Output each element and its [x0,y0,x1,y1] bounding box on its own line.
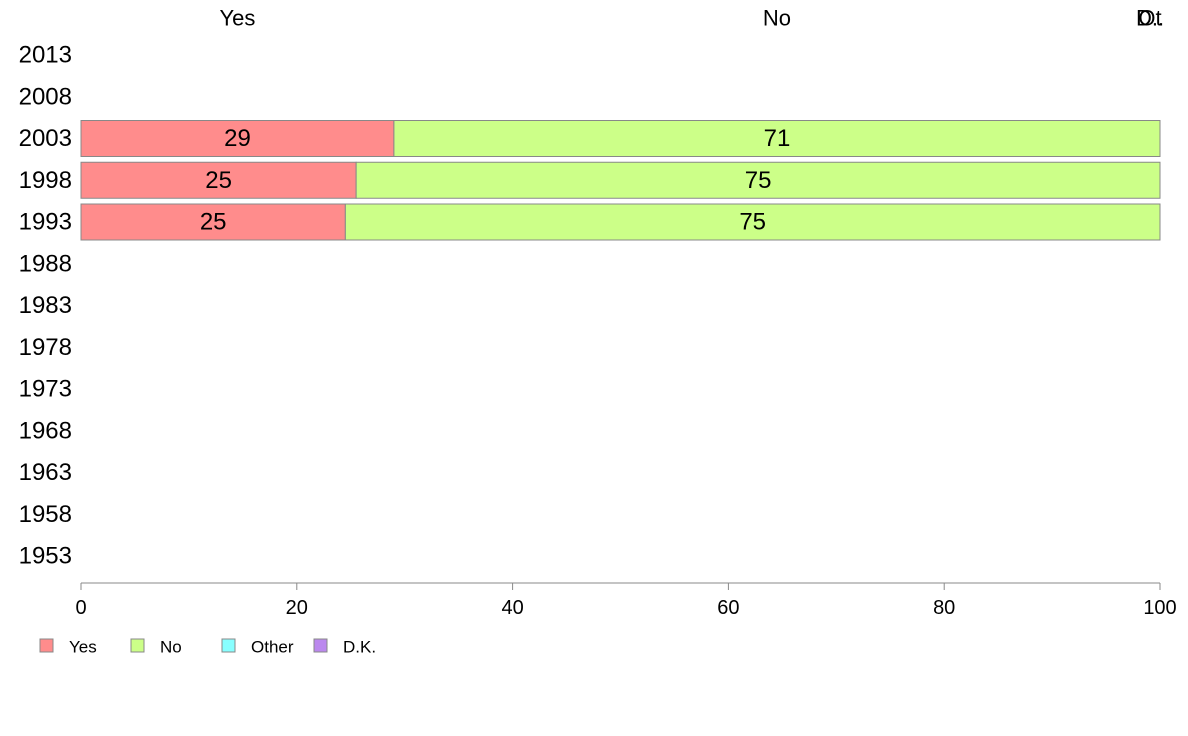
legend-label: Other [251,638,294,657]
top-label: D.. [1136,6,1164,31]
legend-label: Yes [69,638,97,657]
x-tick-label: 20 [286,597,308,619]
x-axis: 0 20 40 60 80 100 [75,582,1177,619]
top-label: Yes [220,6,256,31]
bars: 29 71 25 75 25 75 [80,120,1161,241]
legend-label: D.K. [343,638,376,657]
y-axis-labels: 2013 2008 2003 1998 1993 1988 1983 1978 1973 1968… [19,42,72,570]
x-tick-label: 40 [501,597,523,619]
top-category-labels: Yes No OtD.. [220,6,1165,31]
x-tick-label: 100 [1143,597,1176,619]
bar-segment-no [344,203,1161,241]
y-tick-label: 1973 [19,376,72,403]
y-tick-label: 2013 [19,42,72,69]
legend-swatch [130,638,145,653]
y-tick-label: 1968 [19,417,72,444]
y-tick-label: 1958 [19,501,72,528]
legend-swatch [313,638,328,653]
legend-label: No [160,638,182,657]
y-tick-label: 1988 [19,250,72,277]
y-tick-label: 1963 [19,459,72,486]
data-label: 29 [224,125,251,152]
top-label: No [763,6,791,31]
legend-swatch [221,638,236,653]
legend: Yes No Other D.K. [39,638,376,657]
bar-segment-no [393,120,1161,157]
x-tick-label: 0 [75,597,86,619]
y-tick-label: 2003 [19,125,72,152]
y-tick-label: 1993 [19,209,72,236]
data-label: 25 [205,167,232,194]
data-label: 71 [764,125,791,152]
y-tick-label: 1978 [19,334,72,361]
bar-segment-yes [80,203,346,241]
data-label: 25 [200,209,227,236]
y-tick-label: 1998 [19,167,72,194]
legend-swatch [39,638,54,653]
y-tick-label: 1953 [19,543,72,570]
y-tick-label: 2008 [19,83,72,110]
x-tick-label: 80 [933,597,955,619]
bar-segment-no [355,161,1161,199]
top-label: Ot [1138,6,1161,31]
data-label: 75 [739,209,766,236]
x-tick-label: 60 [717,597,739,619]
y-tick-label: 1983 [19,292,72,319]
data-label: 75 [745,167,772,194]
